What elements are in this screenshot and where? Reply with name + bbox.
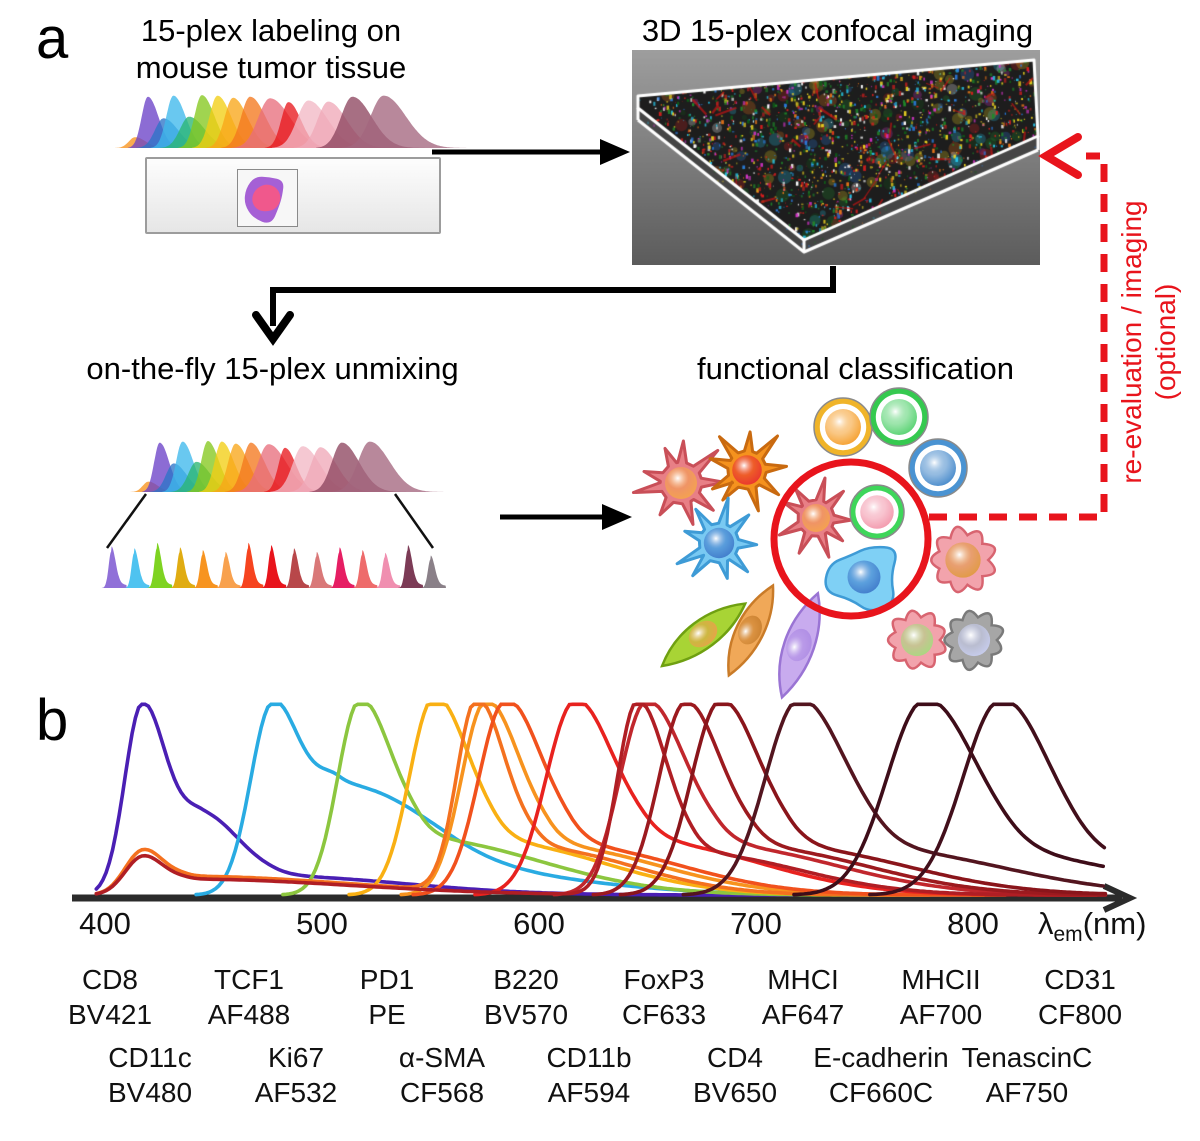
fluorophore-name: PE xyxy=(368,999,406,1030)
marker-name: TCF1 xyxy=(214,964,284,995)
marker-name: TenascinC xyxy=(961,1042,1093,1073)
step3-title: on-the-fly 15-plex unmixing xyxy=(86,351,459,386)
reevaluation-note: re-evaluation / imaging (optional) xyxy=(1115,152,1185,532)
label-CF568: α-SMA CF568 xyxy=(399,1040,485,1110)
label-PE: PD1 PE xyxy=(360,962,414,1032)
marker-name: PD1 xyxy=(359,964,415,995)
reevaluation-note-line2: (optional) xyxy=(1150,283,1181,401)
marker-name: MHCI xyxy=(767,964,839,995)
fluorophore-name: CF633 xyxy=(621,999,707,1030)
marker-name: E-cadherin xyxy=(813,1042,949,1073)
axis-tick-800: 800 xyxy=(947,906,999,941)
label-AF532: Ki67 AF532 xyxy=(255,1040,338,1110)
fluorophore-name: AF647 xyxy=(761,999,845,1030)
marker-name: CD4 xyxy=(706,1042,764,1073)
axis-tick-500: 500 xyxy=(296,906,348,941)
step1-title-line2: mouse tumor tissue xyxy=(135,50,407,85)
marker-name: B220 xyxy=(493,964,559,995)
label-BV480: CD11c BV480 xyxy=(108,1040,192,1110)
marker-name: CD11b xyxy=(546,1042,632,1073)
fluorophore-name: BV570 xyxy=(483,999,569,1030)
fluorophore-name: CF800 xyxy=(1037,999,1123,1030)
marker-name: CD11c xyxy=(108,1042,192,1073)
label-AF488: TCF1 AF488 xyxy=(208,962,291,1032)
step1-title: 15-plex labeling on mouse tumor tissue xyxy=(90,12,452,86)
label-BV650: CD4 BV650 xyxy=(693,1040,777,1110)
label-CF660C: E-cadherin CF660C xyxy=(813,1040,948,1110)
fluorophore-name: AF700 xyxy=(899,999,983,1030)
marker-name: CD31 xyxy=(1044,964,1116,995)
marker-name: α-SMA xyxy=(398,1042,486,1073)
fluorophore-name: BV650 xyxy=(692,1077,778,1108)
fluorophore-name: CF660C xyxy=(828,1077,934,1108)
x-axis-label-unit: (nm) xyxy=(1082,906,1147,941)
label-AF594: CD11b AF594 xyxy=(546,1040,631,1110)
fluorophore-name: AF488 xyxy=(207,999,291,1030)
fluorophore-name: CF568 xyxy=(399,1077,485,1108)
label-AF647: MHCI AF647 xyxy=(762,962,845,1032)
x-axis-label: λem(nm) xyxy=(1038,906,1146,947)
fluorophore-name: BV480 xyxy=(107,1077,193,1108)
fluorophore-name: AF532 xyxy=(254,1077,338,1108)
label-CF800: CD31 CF800 xyxy=(1038,962,1122,1032)
label-AF750: TenascinC AF750 xyxy=(962,1040,1093,1110)
marker-name: MHCII xyxy=(901,964,981,995)
fluorophore-name: BV421 xyxy=(67,999,153,1030)
reevaluation-note-line1: re-evaluation / imaging xyxy=(1116,200,1147,484)
axis-tick-400: 400 xyxy=(79,906,131,941)
label-AF700: MHCII AF700 xyxy=(900,962,983,1032)
marker-name: CD8 xyxy=(81,964,139,995)
label-CF633: FoxP3 CF633 xyxy=(622,962,706,1032)
panel-b-label: b xyxy=(36,688,69,753)
axis-tick-700: 700 xyxy=(730,906,782,941)
fluorophore-name: AF750 xyxy=(985,1077,1069,1108)
label-BV421: CD8 BV421 xyxy=(68,962,152,1032)
marker-name: Ki67 xyxy=(267,1042,325,1073)
axis-tick-600: 600 xyxy=(513,906,565,941)
step2-title: 3D 15-plex confocal imaging xyxy=(641,13,1034,48)
x-axis-label-sub: em xyxy=(1053,923,1083,947)
panel-a-label: a xyxy=(36,6,69,71)
x-axis-label-lambda: λ xyxy=(1038,906,1054,941)
fluorophore-name: AF594 xyxy=(547,1077,631,1108)
label-BV570: B220 BV570 xyxy=(484,962,568,1032)
step4-title: functional classification xyxy=(696,351,1015,386)
marker-name: FoxP3 xyxy=(623,964,705,995)
step1-title-line1: 15-plex labeling on xyxy=(140,13,402,48)
